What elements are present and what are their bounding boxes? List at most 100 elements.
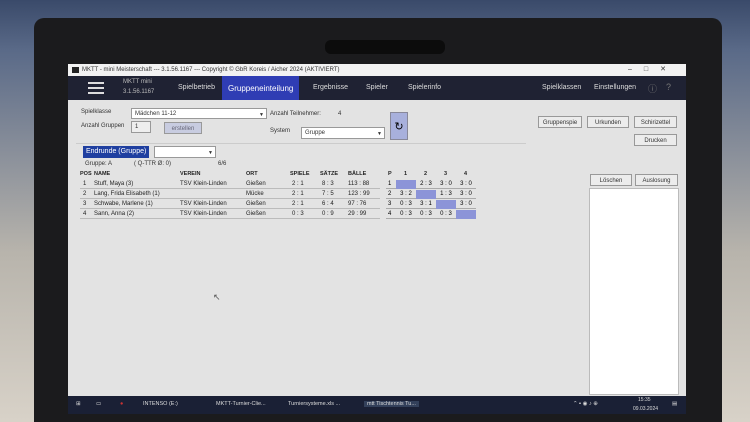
system-tray-icons[interactable]: ⌃ ▪ ◉ ♪ ⊕ (573, 401, 598, 407)
matrix-pos: 2 (388, 191, 392, 197)
auslosung-button[interactable]: Auslosung (635, 174, 678, 186)
matrix-cell (456, 210, 476, 219)
qttr-average: ( Q-TTR Ø: 0) (134, 161, 171, 167)
cell-name: Stuff, Maya (3) (94, 181, 134, 187)
matrix-cell (436, 200, 456, 209)
cell-pos: 1 (83, 181, 87, 187)
cell-saetze: 6 : 4 (322, 201, 334, 207)
chevron-down-icon: ▼ (377, 131, 382, 137)
refresh-button[interactable]: ↻ (390, 112, 408, 140)
matrix-header: 3 (444, 171, 448, 177)
matrix-cell: 0 : 3 (440, 211, 452, 217)
matrix-cell: 2 : 3 (420, 181, 432, 187)
spielklasse-label: Spielklasse (81, 109, 112, 115)
matrix-cell: 0 : 3 (400, 201, 412, 207)
nav-spielklassen[interactable]: Spielklassen (542, 84, 582, 91)
tab-gruppeneinteilung[interactable]: Gruppeneinteilung (222, 76, 300, 100)
table-row[interactable]: 1 Stuff, Maya (3) TSV Klein-Linden Gießen 2 … (80, 180, 380, 189)
cell-saetze: 0 : 9 (322, 211, 334, 217)
matrix-cell: 3 : 0 (460, 191, 472, 197)
loeschen-button[interactable]: Löschen (590, 174, 632, 186)
matrix-header: P (388, 171, 392, 177)
anzahl-gruppen-value: 1 (135, 124, 139, 130)
matrix-cell (416, 190, 436, 199)
spielklasse-select[interactable]: Mädchen 11-12 ▼ (131, 108, 267, 119)
app-window: MKTT - mini Meisterschaft --- 3.1.56.116… (68, 64, 686, 414)
urkunden-button[interactable]: Urkunden (587, 116, 629, 128)
cell-spiele: 2 : 1 (292, 181, 304, 187)
schirizettel-button[interactable]: Schirizettel (634, 116, 677, 128)
group-name: Gruppe: A (85, 161, 113, 167)
nav-bar: MKTT mini 3.1.56.1167 Spielbetrieb Grupp… (68, 76, 686, 100)
chevron-down-icon: ▼ (259, 112, 264, 118)
info-icon[interactable]: ⓘ (648, 84, 658, 94)
erstellen-button[interactable]: erstellen (164, 122, 202, 134)
tab-ergebnisse[interactable]: Ergebnisse (313, 84, 349, 91)
spielklasse-value: Mädchen 11-12 (135, 111, 177, 117)
matrix-header: 2 (424, 171, 428, 177)
group-select[interactable]: ▼ (154, 146, 216, 158)
window-controls[interactable]: –□✕ (628, 66, 678, 73)
endrunde-tab[interactable]: Endrunde (Gruppe) (83, 146, 149, 158)
cell-baelle: 29 : 99 (348, 211, 367, 217)
cell-pos: 2 (83, 191, 87, 197)
side-list[interactable] (589, 188, 679, 395)
title-bar: MKTT - mini Meisterschaft --- 3.1.56.116… (68, 64, 686, 76)
tab-spielerinfo[interactable]: Spielerinfo (408, 84, 442, 91)
matrix-row: 2 3 : 2 1 : 3 3 : 0 (386, 190, 476, 199)
app-version: 3.1.56.1167 (123, 89, 155, 95)
matrix-cell: 1 : 3 (440, 191, 452, 197)
taskbar: ⊞ ▭ ● INTENSO (E:) MKTT-Turnier-Clie... … (68, 396, 686, 414)
matrix-header: 1 (404, 171, 408, 177)
cell-name: Sann, Anna (2) (94, 211, 135, 217)
matrix-pos: 1 (388, 181, 392, 187)
matrix-cell: 0 : 3 (420, 211, 432, 217)
column-header: POS (80, 171, 92, 177)
matrix-cell: 0 : 3 (400, 211, 412, 217)
table-row[interactable]: 2 Lang, Frida Elisabeth (1) Mücke 2 : 1 7 : … (80, 190, 380, 199)
table-row[interactable]: 4 Sann, Anna (2) TSV Klein-Linden Gießen 0 :… (80, 210, 380, 219)
matrix-cell: 3 : 1 (420, 201, 432, 207)
cell-verein: TSV Klein-Linden (180, 201, 227, 207)
app-name: MKTT mini (123, 79, 152, 85)
help-icon[interactable]: ? (666, 82, 672, 92)
mouse-cursor-icon: ↖ (213, 292, 221, 302)
column-header: ORT (246, 171, 258, 177)
column-header: NAME (94, 171, 111, 177)
taskbar-item-mktt[interactable]: MKTT-Turnier-Clie... (216, 401, 266, 407)
divider (76, 143, 526, 144)
teilnehmer-label: Anzahl Teilnehmer: (270, 111, 321, 117)
anzahl-gruppen-stepper[interactable]: 1 (131, 121, 151, 133)
cell-saetze: 7 : 5 (322, 191, 334, 197)
cell-baelle: 113 : 88 (348, 181, 370, 187)
notification-icon[interactable]: ▤ (672, 401, 678, 407)
matrix-row: 4 0 : 3 0 : 3 0 : 3 (386, 210, 476, 219)
taskbar-item-intenso[interactable]: INTENSO (E:) (143, 401, 178, 407)
clock-time: 15:35 (638, 397, 651, 403)
column-header: SPIELE (290, 171, 310, 177)
tab-spielbetrieb[interactable]: Spielbetrieb (178, 84, 215, 91)
gruppenspiel-button[interactable]: Gruppenspie (538, 116, 582, 128)
window-title: MKTT - mini Meisterschaft --- 3.1.56.116… (82, 67, 340, 73)
teilnehmer-value: 4 (338, 111, 342, 117)
taskbar-item-tischtennis[interactable]: mtt Tischtennis Tu... (364, 401, 419, 407)
drucken-button[interactable]: Drucken (634, 134, 677, 146)
matrix-pos: 3 (388, 201, 392, 207)
chevron-down-icon: ▼ (208, 150, 213, 156)
nav-einstellungen[interactable]: Einstellungen (594, 84, 637, 91)
app-icon (72, 67, 79, 73)
task-view-icon[interactable]: ▭ (96, 401, 102, 407)
matrix-pos: 4 (388, 211, 392, 217)
cell-baelle: 123 : 99 (348, 191, 370, 197)
matrix-cell: 3 : 0 (460, 201, 472, 207)
tab-spieler[interactable]: Spieler (366, 84, 388, 91)
column-header: SÄTZE (320, 171, 339, 177)
matrix-row: 1 2 : 3 3 : 0 3 : 0 (386, 180, 476, 189)
table-row[interactable]: 3 Schwabe, Marlene (1) TSV Klein-Linden Gie… (80, 200, 380, 209)
matrix-row: 3 0 : 3 3 : 1 3 : 0 (386, 200, 476, 209)
taskbar-item-excel[interactable]: Turniersysteme.xls ... (288, 401, 341, 407)
menu-icon[interactable] (88, 82, 104, 84)
browser-icon[interactable]: ● (120, 401, 124, 407)
windows-start-icon[interactable]: ⊞ (76, 401, 81, 407)
system-select[interactable]: Gruppe ▼ (301, 127, 385, 139)
